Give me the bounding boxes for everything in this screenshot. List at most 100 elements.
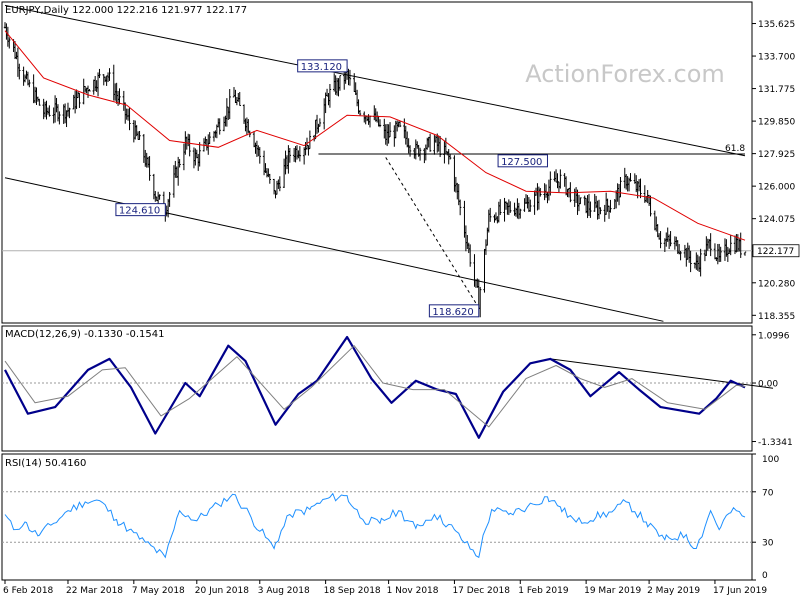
price-bar [63,103,67,124]
price-axis-label: 118.355 [758,312,795,322]
price-bar [428,133,432,152]
panel-frames [1,1,753,581]
price-bar [146,156,150,168]
price-bar [348,69,352,86]
price-bar [88,89,91,92]
price-bar [666,227,669,242]
price-bar [716,243,720,265]
price-bar [599,207,602,215]
price-bar [544,184,548,198]
price-bar [509,201,512,213]
price-bar [553,171,556,182]
price-axis-label: 126.000 [758,183,795,193]
price-axis-label: 135.625 [758,20,795,30]
price-bar [354,82,357,95]
price-bar [214,130,217,138]
price-bar [315,114,319,134]
annotation-layer: 61.8 133.120 124.610 118.620 127.500 [115,59,745,318]
price-bar [225,98,229,127]
price-bar [477,279,480,309]
price-bar [375,111,379,123]
price-bar [78,92,81,108]
price-bar [559,169,562,189]
price-bar [247,119,250,133]
price-bar [596,200,599,220]
price-bar [208,132,211,144]
price-bar [288,148,292,163]
price-bar [35,87,38,105]
price-axis-label: 120.280 [758,279,795,289]
price-bar [207,134,210,155]
price-bar [739,232,742,258]
price-bar [433,135,436,155]
price-bar [507,199,511,216]
price-bar [95,80,98,92]
price-bar [653,210,657,231]
price-bar [244,118,247,132]
price-bar [629,173,632,182]
price-bar [463,200,466,238]
price-bar [33,86,37,104]
price-bar [58,111,61,125]
price-bar [656,224,659,238]
price-bar [257,145,260,157]
x-axis-label: 17 Jun 2019 [713,586,767,596]
price-bar [617,184,621,206]
price-bar [152,173,156,200]
price-bar [679,251,682,261]
price-bar [327,93,330,106]
price-bar [224,115,227,127]
price-bar [355,89,359,107]
price-bar [526,195,529,209]
price-bar [569,182,572,203]
price-bar [576,189,579,215]
price-bar [278,176,282,192]
price-annotation-box [428,304,480,318]
price-bar [194,148,197,166]
rsi-axis-label: 100 [762,455,779,465]
price-bar [204,136,207,145]
price-axis-label: 129.850 [758,118,795,128]
price-bar [245,117,249,136]
price-bar [408,145,412,157]
price-bar [597,199,601,219]
price-bar [655,216,658,232]
x-axis-label: 7 May 2018 [132,586,185,596]
price-bar [42,98,45,120]
rsi-line [4,492,746,559]
price-bar [368,115,372,128]
price-bar [494,212,498,221]
fib-label: 61.8 [725,144,745,154]
x-axis-label: 2 May 2019 [647,586,700,596]
price-bar [76,91,80,99]
price-bar [709,233,712,257]
axis-layer: 135.625 133.700 131.775 129.850 127.925 126.0… [3,20,800,596]
price-bar [413,148,416,159]
x-axis-label: 3 Aug 2018 [258,586,310,596]
price-bar [549,171,552,196]
price-bar [188,134,191,157]
price-bar [697,256,701,273]
price-bar [258,147,261,164]
price-bar [138,130,141,140]
price-bar [527,197,531,212]
x-axis-label: 20 Jun 2018 [195,586,249,596]
last-price-label: 122.177 [757,247,794,257]
macd-axis-label: 1.0996 [758,331,790,341]
price-bar [166,198,170,218]
price-bar [403,118,406,139]
rsi-axis-label: 70 [762,488,774,498]
price-bar [308,130,312,150]
price-bar [563,173,566,187]
price-bar [606,198,609,212]
price-bar [15,51,18,60]
price-bar [115,82,118,104]
price-bar [706,238,709,251]
trend-line-upper-channel [4,4,746,157]
panel-frame-price [1,1,753,324]
price-axis-label: 131.775 [758,85,795,95]
price-bar [268,173,271,184]
price-bar [713,243,717,260]
price-bar [45,100,48,120]
